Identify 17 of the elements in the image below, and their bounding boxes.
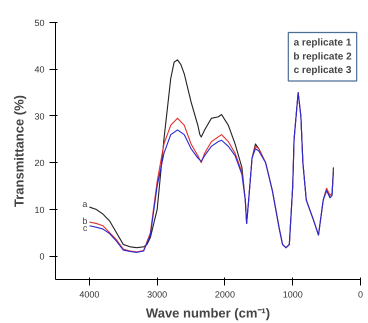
y-tick-label: 40	[34, 64, 45, 75]
x-tick-label: 3000	[147, 290, 168, 300]
x-tick-label: 0	[358, 290, 364, 300]
x-axis-title: Wave number (cm⁻¹)	[146, 306, 270, 320]
y-tick-label: 50	[34, 18, 45, 28]
annotation: c replicate 3	[294, 65, 352, 76]
y-tick-label: 20	[34, 158, 45, 168]
y-tick-label: 0	[39, 252, 45, 262]
annotation: a	[82, 199, 88, 210]
y-tick-label: 30	[34, 111, 45, 122]
x-tick-label: 4000	[79, 290, 100, 300]
annotation: a replicate 1	[294, 38, 352, 48]
y-tick-label: 10	[34, 204, 45, 215]
x-tick-label: 1000	[282, 290, 303, 300]
x-tick-label: 2000	[214, 290, 235, 300]
y-axis-title: Transmittance (%)	[11, 95, 26, 207]
annotation: b replicate 2	[293, 51, 352, 62]
